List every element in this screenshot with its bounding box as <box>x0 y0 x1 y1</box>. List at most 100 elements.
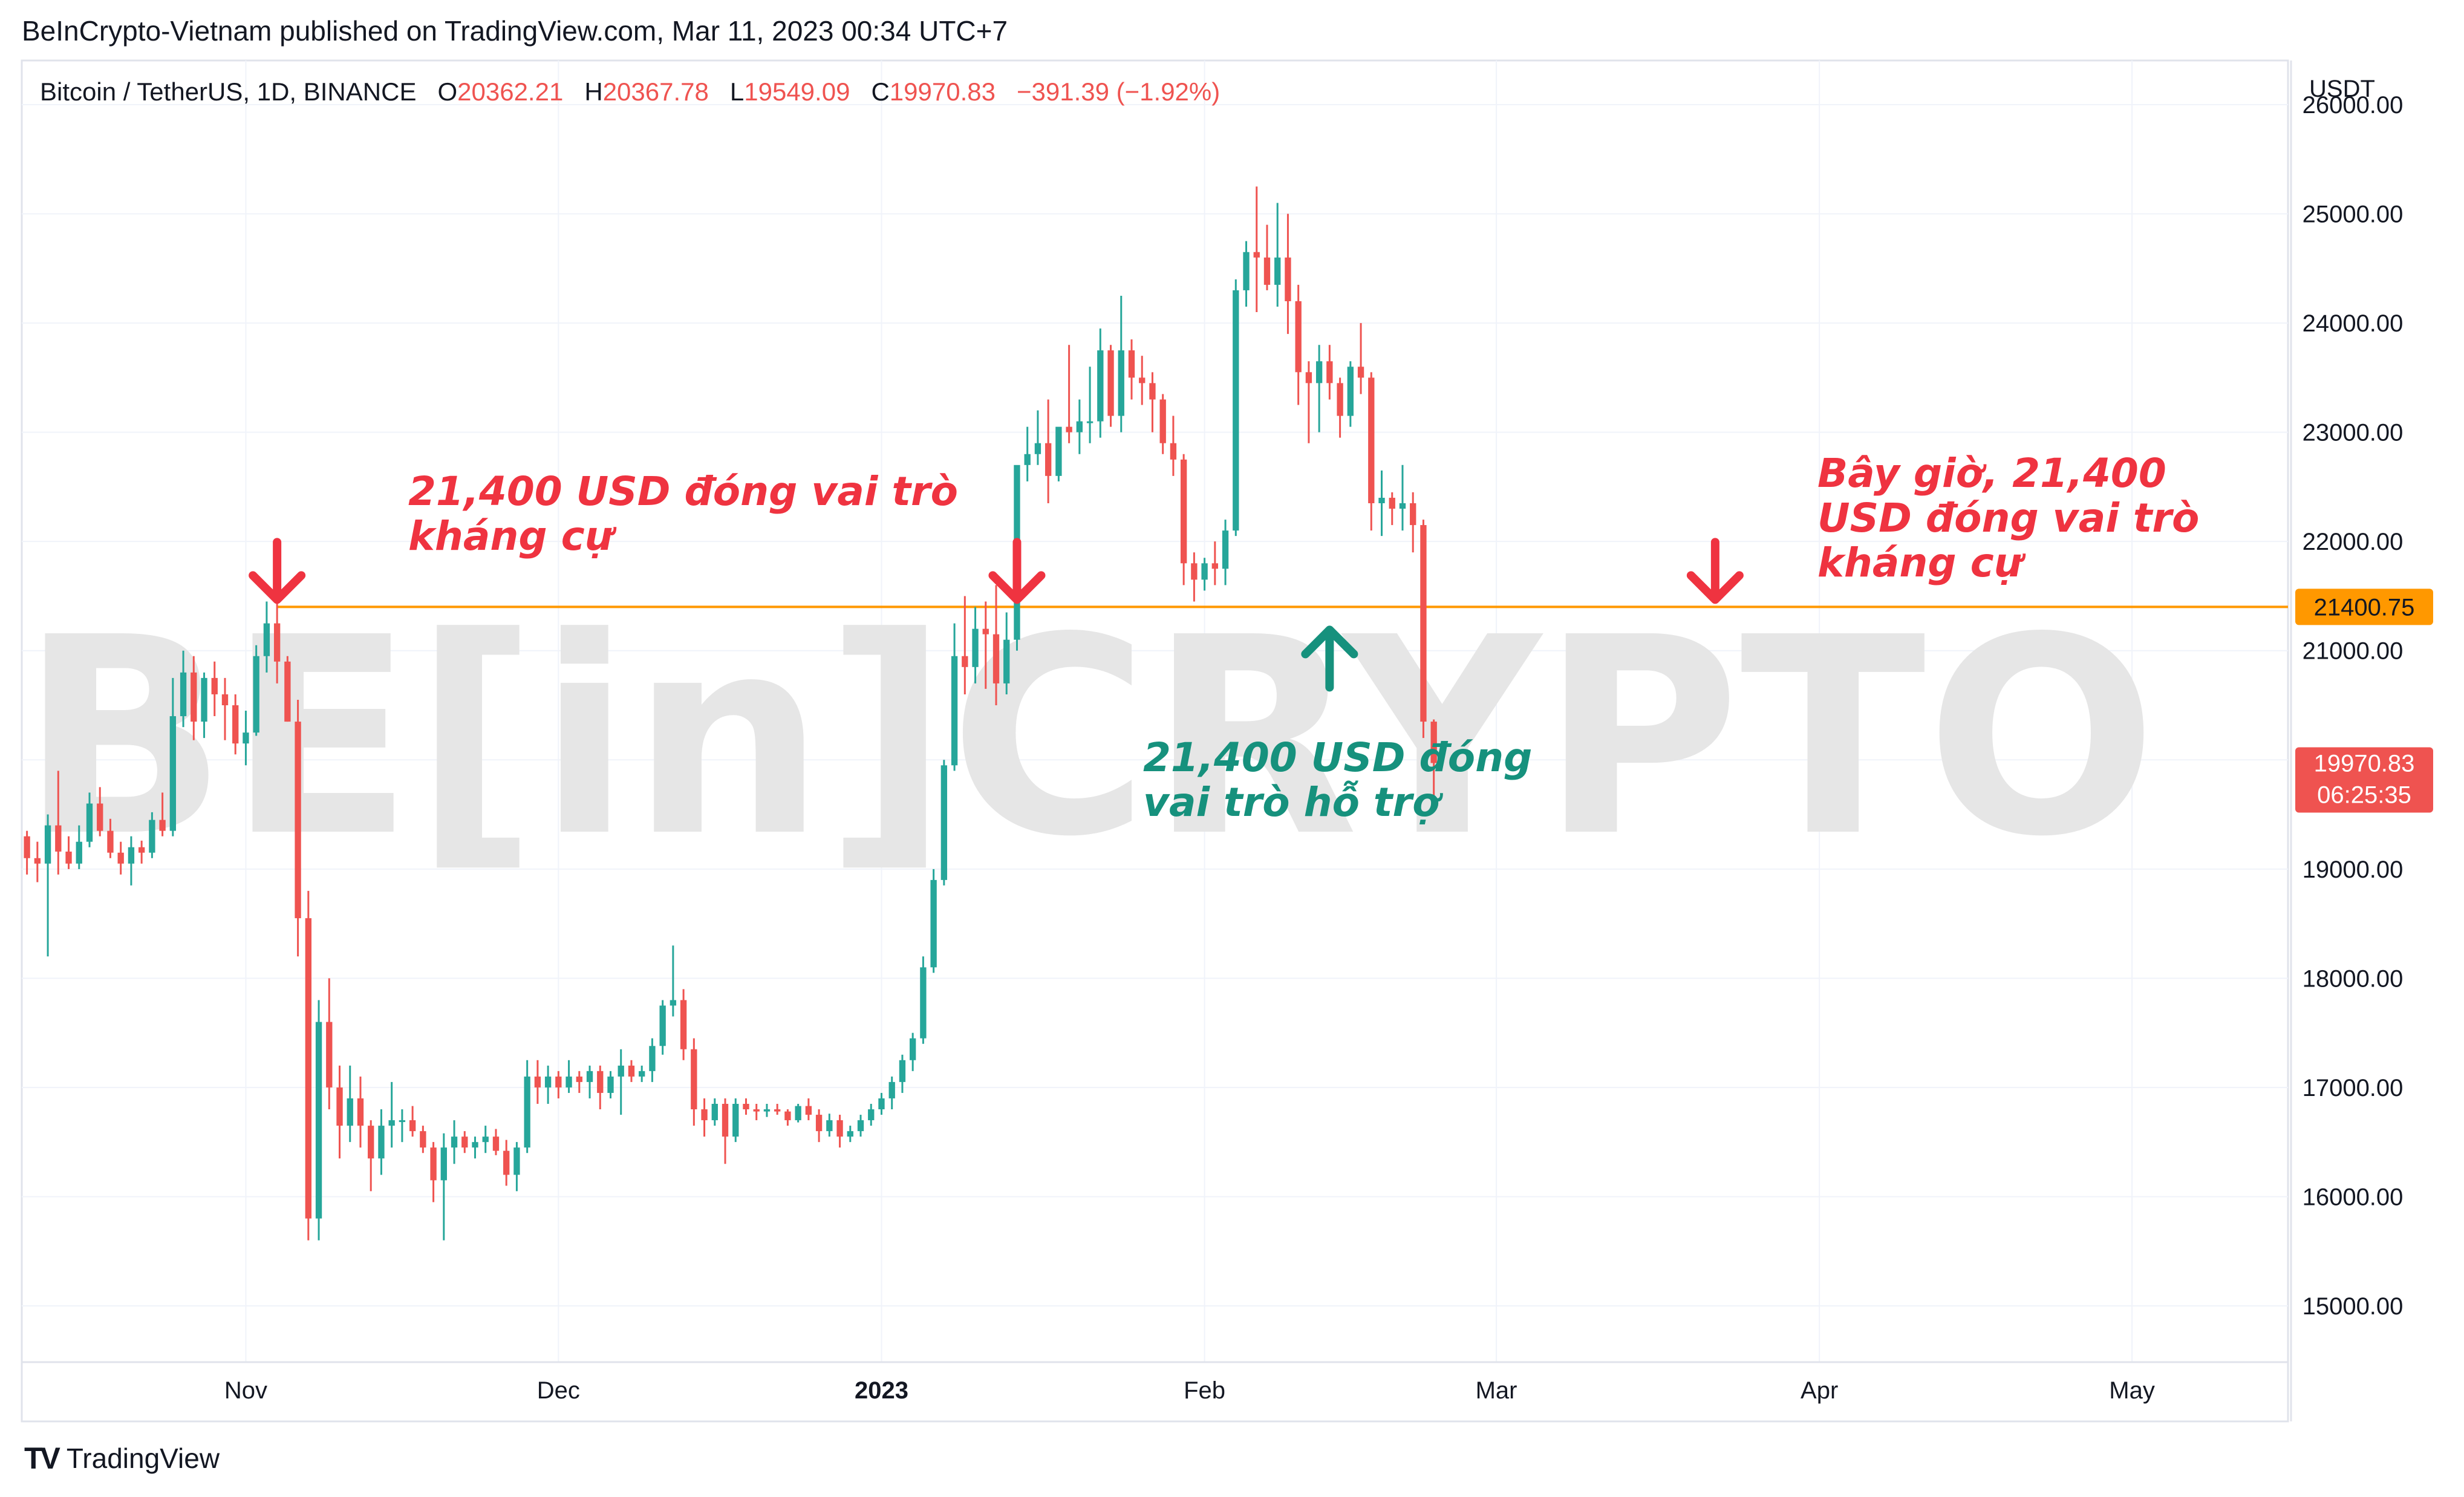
arrows <box>249 538 1744 692</box>
low-label: L <box>729 77 745 106</box>
candle-body <box>180 672 187 717</box>
candle-body <box>1086 421 1093 423</box>
candle-body <box>920 967 927 1039</box>
watermark: BE[in]CRYPTO <box>20 579 2157 896</box>
candle-body <box>451 1137 458 1148</box>
candle-body <box>1430 722 1437 763</box>
candle-body <box>1233 290 1239 531</box>
candle-body <box>753 1109 760 1112</box>
candle-body <box>1024 454 1031 465</box>
candle-body <box>97 803 103 831</box>
candle-body <box>618 1065 624 1077</box>
candle-body <box>513 1147 520 1175</box>
symbol-legend[interactable]: Bitcoin / TetherUS, 1D, BINANCE O20362.2… <box>40 77 1220 106</box>
candle-body <box>169 716 177 831</box>
y-tick-label: 18000.00 <box>2303 965 2404 992</box>
candle-body <box>1326 361 1333 383</box>
candle-body <box>659 1005 666 1046</box>
high-value: 20367.78 <box>602 77 709 106</box>
candle-body <box>534 1076 541 1088</box>
y-axis[interactable]: 15000.00 16000.00 17000.00 18000.00 19000.00… <box>2295 92 2433 1320</box>
candle-body <box>284 661 291 722</box>
candle-body <box>962 656 968 667</box>
candle-body <box>691 1049 697 1110</box>
x-tick-label: Mar <box>1476 1377 1517 1404</box>
tradingview-logo-icon: TV <box>24 1441 60 1475</box>
candle-body <box>461 1137 468 1148</box>
x-tick-label: Apr <box>1801 1377 1838 1404</box>
close-value: 19970.83 <box>889 77 996 106</box>
y-tick-label: 15000.00 <box>2303 1293 2404 1320</box>
candle-body <box>909 1038 916 1060</box>
candle-body <box>899 1060 906 1082</box>
y-tick-label: 22000.00 <box>2303 529 2404 555</box>
candle-body <box>273 623 281 662</box>
candle-body <box>544 1076 552 1088</box>
candle-body <box>1076 421 1083 432</box>
candle-body <box>1357 367 1364 378</box>
candle-body <box>649 1046 656 1071</box>
candle-body <box>232 705 239 744</box>
candle-body <box>701 1109 708 1121</box>
candle-body <box>201 677 207 722</box>
candle-body <box>1337 383 1343 416</box>
y-tick-label: 19000.00 <box>2303 856 2404 883</box>
candle-body <box>409 1120 416 1132</box>
arrow-down-icon <box>1686 538 1744 604</box>
annotation-text: 21,400 USD đóng vai trò hỗ trợ <box>1143 734 1532 826</box>
candle-body <box>1139 377 1146 383</box>
candle-body <box>305 918 311 1219</box>
candle-body <box>524 1076 530 1148</box>
x-tick-label: Dec <box>537 1377 580 1404</box>
symbol-name: Bitcoin / TetherUS, 1D, BINANCE <box>40 77 417 106</box>
candle-body <box>826 1120 833 1132</box>
candle-body <box>1149 383 1156 400</box>
annotation-line: USD đóng vai trò <box>1817 495 2199 541</box>
candle-body <box>336 1087 343 1126</box>
candle-body <box>878 1098 885 1110</box>
candle-body <box>76 841 82 864</box>
high-label: H <box>584 77 603 106</box>
candle-body <box>930 879 937 968</box>
y-tick-label: 26000.00 <box>2303 92 2404 119</box>
candle-body <box>440 1147 447 1181</box>
y-tick-label: 25000.00 <box>2303 201 2404 228</box>
candle-body <box>722 1103 729 1137</box>
arrow-up-icon <box>1301 625 1358 692</box>
candle-body <box>211 677 218 694</box>
candle-body <box>1180 459 1187 564</box>
candle-body <box>992 634 1000 683</box>
candle-body <box>940 765 948 880</box>
candle-body <box>253 656 259 733</box>
candle-body <box>868 1109 875 1121</box>
candle-body <box>732 1103 739 1137</box>
candle-body <box>326 1022 333 1088</box>
y-tick-label: 24000.00 <box>2303 310 2404 337</box>
tradingview-brand[interactable]: TV TradingView <box>24 1441 220 1476</box>
candle-body <box>44 825 51 864</box>
candle-body <box>763 1109 771 1112</box>
y-tick-label: 21000.00 <box>2303 638 2404 665</box>
x-tick-label: May <box>2109 1377 2155 1404</box>
candle-body <box>1399 503 1406 509</box>
candle-body <box>388 1120 395 1126</box>
open-label: O <box>437 77 458 106</box>
x-axis[interactable]: Nov Dec 2023 Feb Mar Apr May <box>224 1377 2155 1404</box>
candle-body <box>857 1120 864 1132</box>
candle-body <box>1201 563 1208 580</box>
candle-body <box>357 1098 364 1126</box>
candle-body <box>34 858 41 864</box>
level-price-label: 21400.75 <box>2314 594 2415 621</box>
candle-body <box>1170 443 1177 460</box>
candle-body <box>1097 350 1104 422</box>
last-price-label: 19970.83 <box>2314 751 2415 777</box>
candle-body <box>639 1071 645 1077</box>
candle-body <box>711 1103 718 1121</box>
candle-body <box>951 656 958 766</box>
candle-body <box>138 847 145 853</box>
candle-body <box>420 1131 426 1148</box>
candle-body <box>107 830 114 853</box>
candle-body <box>1378 497 1385 503</box>
